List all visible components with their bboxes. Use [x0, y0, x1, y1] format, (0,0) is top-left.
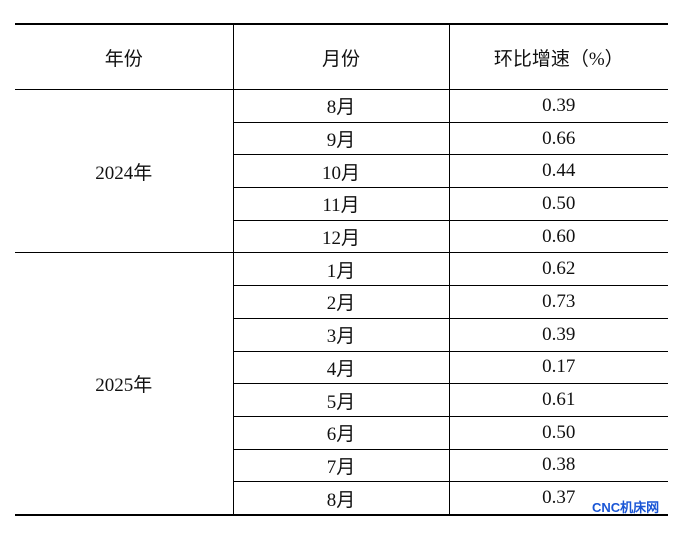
month-cell: 1月 [232, 252, 449, 286]
value-cell: 0.62 [448, 252, 668, 286]
table-row: 7月 0.38 [15, 448, 668, 482]
table-row: 4月 0.17 [15, 350, 668, 384]
table-row: 8月 0.37 [15, 481, 668, 515]
value-cell: 0.60 [448, 219, 668, 253]
table-row: 2月 0.73 [15, 285, 668, 319]
watermark: CNC机床网 [592, 500, 660, 515]
value-cell: 0.61 [448, 383, 668, 417]
value-cell: 0.44 [448, 154, 668, 188]
month-cell: 7月 [232, 448, 449, 482]
month-cell: 9月 [232, 121, 449, 155]
month-cell: 8月 [232, 89, 449, 123]
month-cell: 6月 [232, 415, 449, 450]
value-cell: 0.39 [448, 317, 668, 351]
month-cell: 3月 [232, 317, 449, 351]
table-row: 2025年 1月 0.62 [15, 252, 668, 515]
year-cell: 2025年 [15, 252, 233, 515]
table-body: 2024年 8月 0.39 9月 0.66 10月 0.44 11月 0.50 12月 0.60 20… [15, 88, 668, 515]
month-cell: 4月 [232, 350, 449, 384]
header-cell: 月份 [232, 24, 449, 90]
value-cell: 0.38 [448, 448, 668, 482]
table-row: 3月 0.39 [15, 317, 668, 351]
month-cell: 12月 [232, 219, 449, 253]
header-row: 年份 月份 环比增速（%） [15, 24, 668, 90]
value-cell: 0.73 [448, 285, 668, 319]
value-cell: 0.66 [448, 121, 668, 155]
month-cell: 8月 [232, 481, 449, 515]
table-row: 11月 0.50 [15, 187, 668, 221]
year-cell: 2024年 [15, 88, 233, 253]
table-row: 6月 0.50 [15, 415, 668, 450]
month-cell: 5月 [232, 383, 449, 417]
month-cell: 2月 [232, 285, 449, 319]
data-table: 年份 月份 环比增速（%） 2024年 8月 0.39 9月 0.66 10月 0.44 11… [15, 23, 668, 516]
header-cell: 年份 [15, 24, 233, 90]
value-cell: 0.39 [448, 89, 668, 123]
month-cell: 10月 [232, 154, 449, 188]
value-cell: 0.37 [448, 481, 668, 515]
month-cell: 11月 [232, 187, 449, 221]
value-cell: 0.17 [448, 350, 668, 384]
table-row: 10月 0.44 [15, 154, 668, 188]
table-row: 12月 0.60 [15, 219, 668, 253]
table-row: 2024年 8月 0.39 [15, 88, 668, 253]
value-cell: 0.50 [448, 415, 668, 450]
header-cell: 环比增速（%） [448, 24, 668, 90]
table-row: 9月 0.66 [15, 121, 668, 155]
table-row: 5月 0.61 [15, 383, 668, 417]
value-cell: 0.50 [448, 187, 668, 221]
